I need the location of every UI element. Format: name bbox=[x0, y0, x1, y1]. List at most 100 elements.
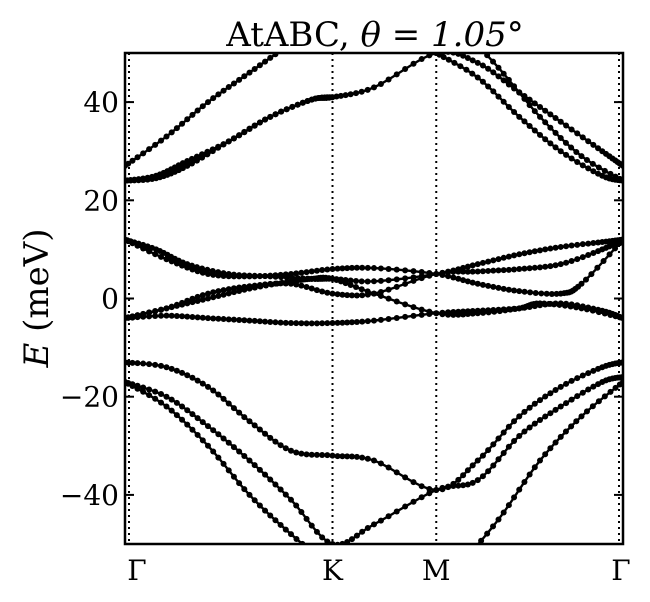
band-point bbox=[526, 404, 533, 411]
band-point bbox=[552, 244, 559, 251]
y-tick-label: −40 bbox=[60, 479, 119, 512]
band-point bbox=[578, 280, 585, 287]
band-point bbox=[377, 460, 384, 467]
band-point bbox=[129, 240, 136, 247]
band-point bbox=[505, 423, 512, 430]
band-point bbox=[516, 305, 523, 312]
band-point bbox=[451, 59, 458, 66]
band-point bbox=[445, 309, 452, 316]
band-point bbox=[146, 313, 153, 320]
band-point bbox=[158, 312, 165, 319]
band-point bbox=[585, 386, 592, 393]
band-point bbox=[578, 413, 585, 420]
band-point bbox=[215, 315, 222, 322]
band-point bbox=[542, 119, 549, 126]
band-point bbox=[262, 282, 269, 289]
band-point bbox=[595, 145, 602, 152]
band-line bbox=[125, 238, 623, 283]
band-point bbox=[246, 69, 253, 76]
band-point bbox=[344, 319, 351, 326]
band-point bbox=[531, 464, 538, 471]
band-point bbox=[194, 415, 201, 422]
band-point bbox=[337, 92, 344, 99]
chart-title: AtABC, θ = 1.05° bbox=[225, 15, 524, 55]
band-point bbox=[474, 457, 481, 464]
band-point bbox=[552, 386, 559, 393]
band-point bbox=[547, 263, 554, 270]
band-point bbox=[547, 410, 554, 417]
band-point bbox=[282, 526, 289, 533]
band-point bbox=[500, 254, 507, 261]
band-point bbox=[225, 290, 232, 297]
band-point bbox=[450, 308, 457, 315]
band-point bbox=[485, 65, 492, 72]
band-point bbox=[393, 508, 400, 515]
band-point bbox=[199, 419, 206, 426]
band-1 bbox=[125, 53, 623, 184]
band-point bbox=[353, 264, 360, 271]
band-point bbox=[344, 453, 351, 460]
band-6 bbox=[125, 236, 623, 297]
band-point bbox=[490, 523, 497, 530]
band-point bbox=[288, 270, 294, 277]
band-point bbox=[402, 503, 409, 510]
band-point bbox=[220, 460, 227, 467]
band-point bbox=[293, 535, 300, 542]
band-11 bbox=[125, 374, 623, 544]
band-point bbox=[230, 273, 237, 280]
band-point bbox=[251, 317, 258, 324]
band-point bbox=[495, 256, 502, 263]
band-point bbox=[246, 125, 253, 132]
band-line bbox=[125, 380, 305, 544]
band-point bbox=[364, 524, 371, 531]
band-point bbox=[516, 89, 523, 96]
band-point bbox=[184, 264, 191, 271]
band-point bbox=[256, 119, 263, 126]
band-point bbox=[595, 164, 602, 171]
band-point bbox=[557, 300, 564, 307]
band-point bbox=[461, 557, 467, 563]
band-point bbox=[410, 498, 417, 505]
band-point bbox=[393, 71, 400, 78]
band-point bbox=[377, 316, 384, 323]
band-point bbox=[152, 251, 159, 258]
band-point bbox=[205, 290, 211, 297]
band-point bbox=[364, 278, 371, 285]
band-point bbox=[402, 65, 409, 72]
band-point bbox=[371, 265, 377, 272]
band-point bbox=[251, 122, 258, 129]
band-point bbox=[557, 261, 564, 268]
band-point bbox=[205, 423, 211, 430]
band-point bbox=[236, 273, 243, 280]
band-point bbox=[479, 281, 486, 288]
band-point bbox=[210, 294, 217, 301]
band-point bbox=[531, 400, 538, 407]
band-point bbox=[210, 271, 217, 278]
band-point bbox=[236, 448, 243, 455]
band-point bbox=[606, 251, 613, 258]
band-point bbox=[299, 540, 306, 544]
band-point bbox=[140, 245, 147, 252]
band-point bbox=[158, 391, 165, 398]
band-5 bbox=[125, 236, 623, 285]
band-point bbox=[455, 482, 462, 489]
band-point bbox=[464, 278, 471, 285]
band-point bbox=[402, 267, 409, 274]
band-point bbox=[210, 448, 217, 455]
band-point bbox=[140, 384, 147, 391]
band-point bbox=[308, 285, 315, 292]
band-point bbox=[334, 319, 341, 326]
band-point bbox=[495, 456, 502, 463]
band-point bbox=[595, 398, 602, 405]
band-point bbox=[612, 384, 619, 391]
band-point bbox=[267, 434, 274, 441]
band-point bbox=[288, 496, 294, 503]
band-point bbox=[347, 282, 354, 288]
band-point bbox=[385, 464, 392, 471]
band-point bbox=[189, 266, 196, 273]
y-tick-label: 20 bbox=[83, 184, 119, 217]
band-point bbox=[548, 290, 555, 297]
band-point bbox=[445, 53, 451, 55]
band-point bbox=[557, 403, 564, 410]
band-point bbox=[189, 426, 196, 433]
